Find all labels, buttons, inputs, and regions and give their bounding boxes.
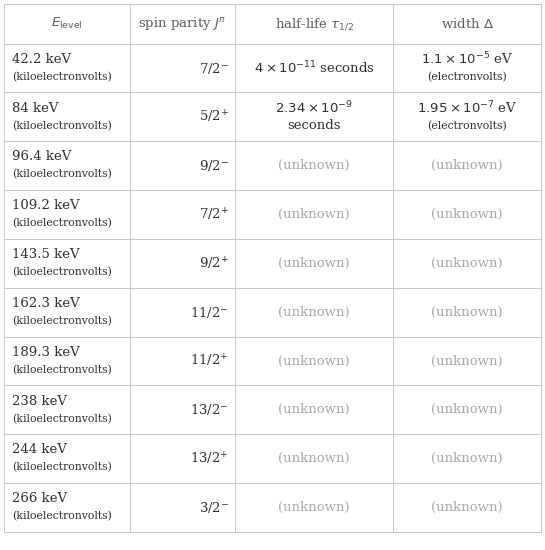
Text: (unknown): (unknown) (278, 501, 350, 514)
Text: 7/2$^{-}$: 7/2$^{-}$ (199, 60, 229, 75)
Text: 238 keV: 238 keV (12, 394, 67, 408)
Text: (unknown): (unknown) (431, 257, 503, 270)
Text: 162.3 keV: 162.3 keV (12, 297, 80, 310)
Text: (kiloelectronvolts): (kiloelectronvolts) (12, 463, 112, 472)
Text: (kiloelectronvolts): (kiloelectronvolts) (12, 267, 112, 277)
Text: 9/2$^{-}$: 9/2$^{-}$ (199, 158, 229, 173)
Text: 42.2 keV: 42.2 keV (12, 53, 71, 66)
Text: 189.3 keV: 189.3 keV (12, 346, 80, 359)
Text: 9/2$^{+}$: 9/2$^{+}$ (199, 255, 229, 272)
Text: 5/2$^{+}$: 5/2$^{+}$ (199, 109, 229, 125)
Text: (unknown): (unknown) (431, 501, 503, 514)
Text: 109.2 keV: 109.2 keV (12, 199, 80, 212)
Text: (unknown): (unknown) (431, 306, 503, 318)
Text: width $\Delta$: width $\Delta$ (440, 17, 494, 31)
Text: 3/2$^{-}$: 3/2$^{-}$ (199, 500, 229, 515)
Text: $4\times10^{-11}$ seconds: $4\times10^{-11}$ seconds (253, 60, 374, 76)
Text: (unknown): (unknown) (431, 355, 503, 367)
Text: 266 keV: 266 keV (12, 492, 67, 505)
Text: $1.95\times10^{-7}$ eV: $1.95\times10^{-7}$ eV (417, 100, 517, 117)
Text: $1.1\times10^{-5}$ eV: $1.1\times10^{-5}$ eV (421, 51, 513, 68)
Text: seconds: seconds (287, 119, 341, 132)
Text: (unknown): (unknown) (278, 159, 350, 172)
Text: half-life $\tau_{1/2}$: half-life $\tau_{1/2}$ (275, 16, 354, 32)
Text: (kiloelectronvolts): (kiloelectronvolts) (12, 414, 112, 424)
Text: (kiloelectronvolts): (kiloelectronvolts) (12, 511, 112, 521)
Text: 11/2$^{+}$: 11/2$^{+}$ (190, 353, 229, 369)
Text: (unknown): (unknown) (278, 257, 350, 270)
Text: 7/2$^{+}$: 7/2$^{+}$ (199, 206, 229, 223)
Text: (unknown): (unknown) (431, 403, 503, 416)
Text: (electronvolts): (electronvolts) (427, 72, 507, 82)
Text: (unknown): (unknown) (278, 208, 350, 221)
Text: (kiloelectronvolts): (kiloelectronvolts) (12, 218, 112, 228)
Text: (unknown): (unknown) (431, 208, 503, 221)
Text: (electronvolts): (electronvolts) (427, 120, 507, 131)
Text: 96.4 keV: 96.4 keV (12, 150, 71, 163)
Text: (kiloelectronvolts): (kiloelectronvolts) (12, 365, 112, 375)
Text: (unknown): (unknown) (278, 403, 350, 416)
Text: 244 keV: 244 keV (12, 443, 67, 456)
Text: (kiloelectronvolts): (kiloelectronvolts) (12, 72, 112, 82)
Text: 143.5 keV: 143.5 keV (12, 248, 80, 261)
Text: (unknown): (unknown) (431, 452, 503, 465)
Text: (unknown): (unknown) (278, 452, 350, 465)
Text: (unknown): (unknown) (278, 355, 350, 367)
Text: 11/2$^{-}$: 11/2$^{-}$ (190, 305, 229, 320)
Text: 13/2$^{-}$: 13/2$^{-}$ (190, 403, 229, 417)
Text: $E_{\mathrm{level}}$: $E_{\mathrm{level}}$ (51, 16, 83, 31)
Text: 13/2$^{+}$: 13/2$^{+}$ (190, 450, 229, 467)
Text: (kiloelectronvolts): (kiloelectronvolts) (12, 120, 112, 131)
Text: (kiloelectronvolts): (kiloelectronvolts) (12, 316, 112, 326)
Text: (unknown): (unknown) (431, 159, 503, 172)
Text: (unknown): (unknown) (278, 306, 350, 318)
Text: (kiloelectronvolts): (kiloelectronvolts) (12, 169, 112, 180)
Text: spin parity $J^{\pi}$: spin parity $J^{\pi}$ (138, 15, 227, 32)
Text: $2.34\times10^{-9}$: $2.34\times10^{-9}$ (275, 100, 353, 117)
Text: 84 keV: 84 keV (12, 102, 58, 114)
